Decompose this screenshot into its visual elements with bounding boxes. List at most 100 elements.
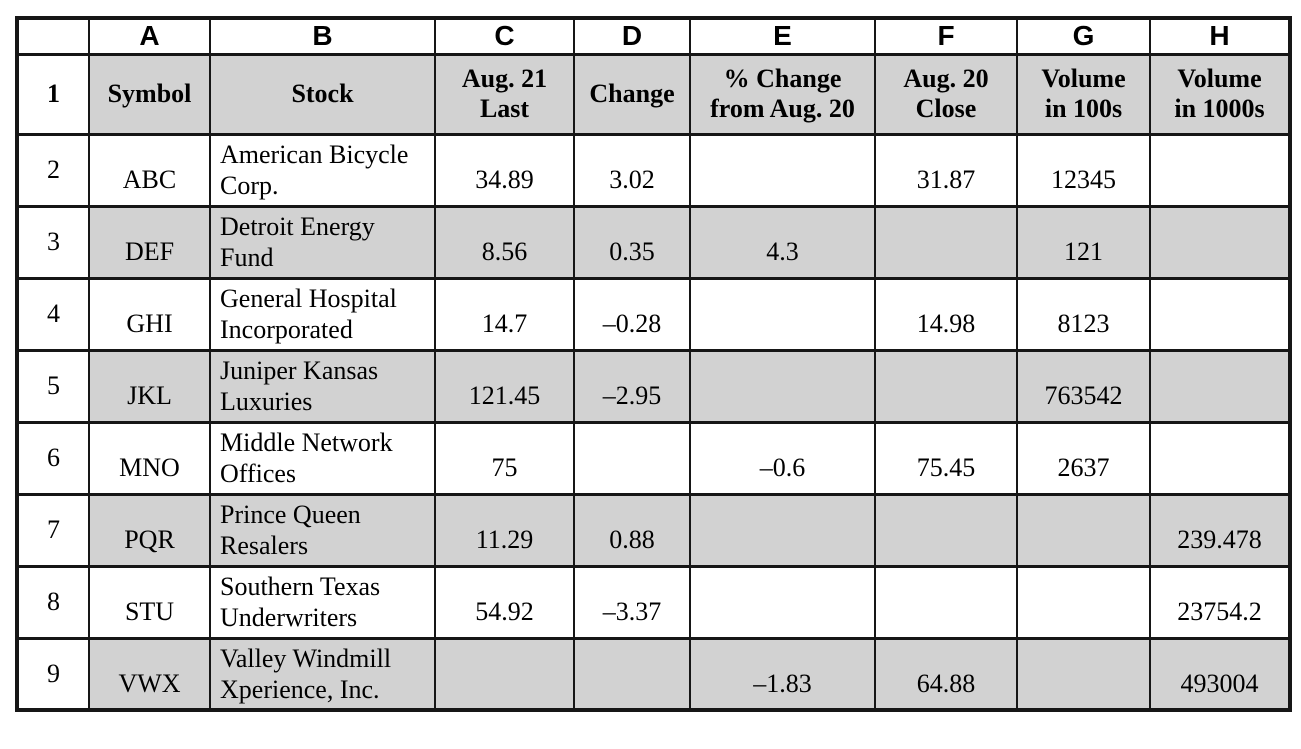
row-header-6[interactable]: 6 bbox=[16, 420, 90, 496]
cell-D8[interactable]: –3.37 bbox=[573, 564, 691, 640]
row-header-1[interactable]: 1 bbox=[16, 52, 90, 136]
cell-G2[interactable]: 12345 bbox=[1016, 132, 1151, 208]
cell-C5[interactable]: 121.45 bbox=[434, 348, 575, 424]
cell-B2[interactable]: American Bicycle Corp. bbox=[209, 132, 436, 208]
cell-G3[interactable]: 121 bbox=[1016, 204, 1151, 280]
column-header-D[interactable]: D bbox=[573, 16, 691, 56]
cell-A5[interactable]: JKL bbox=[88, 348, 211, 424]
cell-H8[interactable]: 23754.2 bbox=[1149, 564, 1291, 640]
cell-B6[interactable]: Middle Network Offices bbox=[209, 420, 436, 496]
cell-E7[interactable] bbox=[689, 492, 876, 568]
header-cell-symbol[interactable]: Symbol bbox=[88, 52, 211, 136]
cell-E4[interactable] bbox=[689, 276, 876, 352]
cell-F5[interactable] bbox=[874, 348, 1018, 424]
cell-D9[interactable] bbox=[573, 636, 691, 712]
cell-B3[interactable]: Detroit Energy Fund bbox=[209, 204, 436, 280]
cell-G8[interactable] bbox=[1016, 564, 1151, 640]
cell-F8[interactable] bbox=[874, 564, 1018, 640]
cell-C9[interactable] bbox=[434, 636, 575, 712]
cell-A7[interactable]: PQR bbox=[88, 492, 211, 568]
cell-C3[interactable]: 8.56 bbox=[434, 204, 575, 280]
row-header-7[interactable]: 7 bbox=[16, 492, 90, 568]
cell-F7[interactable] bbox=[874, 492, 1018, 568]
cell-A4[interactable]: GHI bbox=[88, 276, 211, 352]
cell-E3[interactable]: 4.3 bbox=[689, 204, 876, 280]
column-header-F[interactable]: F bbox=[874, 16, 1018, 56]
header-cell-stock[interactable]: Stock bbox=[209, 52, 436, 136]
cell-C8[interactable]: 54.92 bbox=[434, 564, 575, 640]
data-row-8: 8 STU Southern Texas Underwriters 54.92 … bbox=[16, 564, 1291, 640]
cell-D7[interactable]: 0.88 bbox=[573, 492, 691, 568]
column-header-E[interactable]: E bbox=[689, 16, 876, 56]
cell-D3[interactable]: 0.35 bbox=[573, 204, 691, 280]
cell-E2[interactable] bbox=[689, 132, 876, 208]
header-cell-change[interactable]: Change bbox=[573, 52, 691, 136]
cell-F4[interactable]: 14.98 bbox=[874, 276, 1018, 352]
cell-D6[interactable] bbox=[573, 420, 691, 496]
column-header-C[interactable]: C bbox=[434, 16, 575, 56]
cell-G4[interactable]: 8123 bbox=[1016, 276, 1151, 352]
cell-G6[interactable]: 2637 bbox=[1016, 420, 1151, 496]
cell-A9[interactable]: VWX bbox=[88, 636, 211, 712]
cell-F9[interactable]: 64.88 bbox=[874, 636, 1018, 712]
select-all-corner-cell[interactable] bbox=[16, 16, 90, 56]
row-header-9[interactable]: 9 bbox=[16, 636, 90, 712]
cell-C7[interactable]: 11.29 bbox=[434, 492, 575, 568]
cell-B5[interactable]: Juniper Kansas Luxuries bbox=[209, 348, 436, 424]
cell-G9[interactable] bbox=[1016, 636, 1151, 712]
cell-B4[interactable]: General Hospital Incorporated bbox=[209, 276, 436, 352]
column-header-A[interactable]: A bbox=[88, 16, 211, 56]
cell-E9[interactable]: –1.83 bbox=[689, 636, 876, 712]
cell-D5[interactable]: –2.95 bbox=[573, 348, 691, 424]
cell-A3[interactable]: DEF bbox=[88, 204, 211, 280]
cell-F6[interactable]: 75.45 bbox=[874, 420, 1018, 496]
cell-H3[interactable] bbox=[1149, 204, 1291, 280]
cell-E5[interactable] bbox=[689, 348, 876, 424]
data-row-7: 7 PQR Prince Queen Resalers 11.29 0.88 2… bbox=[16, 492, 1291, 568]
data-row-6: 6 MNO Middle Network Offices 75 –0.6 75.… bbox=[16, 420, 1291, 496]
cell-B8[interactable]: Southern Texas Underwriters bbox=[209, 564, 436, 640]
cell-C6[interactable]: 75 bbox=[434, 420, 575, 496]
row-header-5[interactable]: 5 bbox=[16, 348, 90, 424]
cell-A8[interactable]: STU bbox=[88, 564, 211, 640]
cell-E8[interactable] bbox=[689, 564, 876, 640]
column-letters-row: A B C D E F G H bbox=[16, 16, 1291, 56]
row-header-3[interactable]: 3 bbox=[16, 204, 90, 280]
data-row-9: 9 VWX Valley Windmill Xperience, Inc. –1… bbox=[16, 636, 1291, 712]
cell-F2[interactable]: 31.87 bbox=[874, 132, 1018, 208]
cell-D2[interactable]: 3.02 bbox=[573, 132, 691, 208]
header-cell-aug21-last[interactable]: Aug. 21 Last bbox=[434, 52, 575, 136]
cell-G5[interactable]: 763542 bbox=[1016, 348, 1151, 424]
cell-H6[interactable] bbox=[1149, 420, 1291, 496]
header-row: 1 Symbol Stock Aug. 21 Last Change % Cha… bbox=[16, 52, 1291, 136]
cell-C2[interactable]: 34.89 bbox=[434, 132, 575, 208]
header-cell-volume-1000s[interactable]: Volume in 1000s bbox=[1149, 52, 1291, 136]
cell-H4[interactable] bbox=[1149, 276, 1291, 352]
cell-A2[interactable]: ABC bbox=[88, 132, 211, 208]
row-header-2[interactable]: 2 bbox=[16, 132, 90, 208]
cell-B7[interactable]: Prince Queen Resalers bbox=[209, 492, 436, 568]
header-cell-volume-100s[interactable]: Volume in 100s bbox=[1016, 52, 1151, 136]
cell-C4[interactable]: 14.7 bbox=[434, 276, 575, 352]
cell-H9[interactable]: 493004 bbox=[1149, 636, 1291, 712]
column-header-B[interactable]: B bbox=[209, 16, 436, 56]
header-cell-aug20-close[interactable]: Aug. 20 Close bbox=[874, 52, 1018, 136]
column-header-H[interactable]: H bbox=[1149, 16, 1291, 56]
header-cell-pct-change[interactable]: % Change from Aug. 20 bbox=[689, 52, 876, 136]
cell-G7[interactable] bbox=[1016, 492, 1151, 568]
cell-H2[interactable] bbox=[1149, 132, 1291, 208]
cell-F3[interactable] bbox=[874, 204, 1018, 280]
data-row-4: 4 GHI General Hospital Incorporated 14.7… bbox=[16, 276, 1291, 352]
row-header-4[interactable]: 4 bbox=[16, 276, 90, 352]
cell-D4[interactable]: –0.28 bbox=[573, 276, 691, 352]
cell-E6[interactable]: –0.6 bbox=[689, 420, 876, 496]
data-row-3: 3 DEF Detroit Energy Fund 8.56 0.35 4.3 … bbox=[16, 204, 1291, 280]
cell-H7[interactable]: 239.478 bbox=[1149, 492, 1291, 568]
data-row-2: 2 ABC American Bicycle Corp. 34.89 3.02 … bbox=[16, 132, 1291, 208]
data-row-5: 5 JKL Juniper Kansas Luxuries 121.45 –2.… bbox=[16, 348, 1291, 424]
cell-H5[interactable] bbox=[1149, 348, 1291, 424]
column-header-G[interactable]: G bbox=[1016, 16, 1151, 56]
row-header-8[interactable]: 8 bbox=[16, 564, 90, 640]
cell-B9[interactable]: Valley Windmill Xperience, Inc. bbox=[209, 636, 436, 712]
cell-A6[interactable]: MNO bbox=[88, 420, 211, 496]
